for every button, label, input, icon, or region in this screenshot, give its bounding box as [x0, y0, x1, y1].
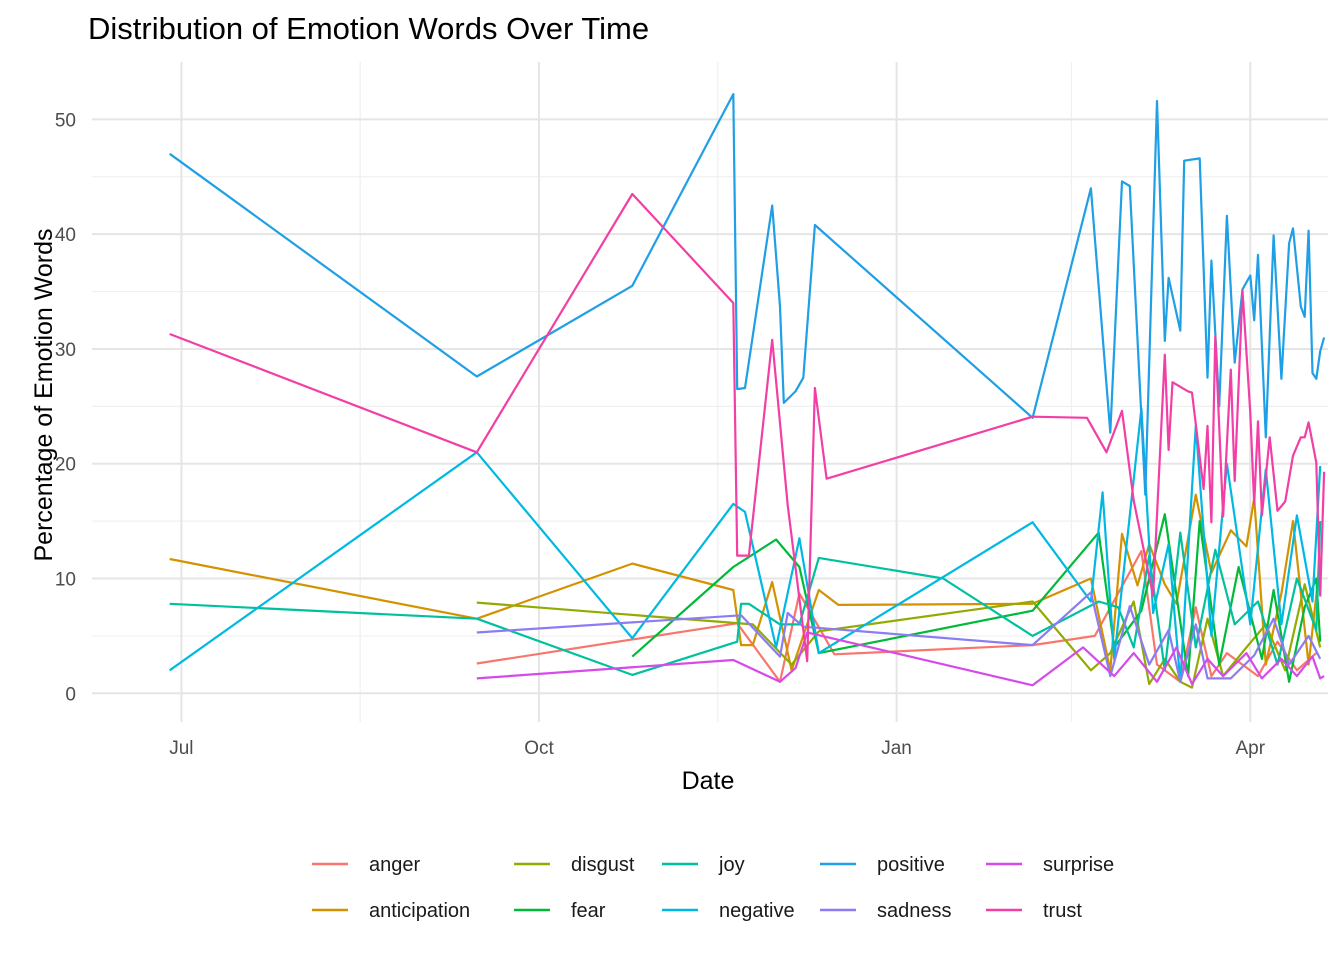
grid — [92, 62, 1328, 722]
legend-item-disgust: disgust — [514, 854, 635, 876]
legend-label-fear: fear — [571, 900, 606, 922]
series-line-fear — [631, 513, 1322, 683]
series-lines — [169, 92, 1326, 689]
x-tick-label: Apr — [1235, 738, 1265, 759]
y-tick-label: 30 — [55, 340, 76, 361]
x-axis-title: Date — [682, 767, 735, 795]
legend-item-anticipation: anticipation — [312, 900, 470, 922]
series-line-anger — [476, 549, 1318, 683]
x-axis-ticks: Jul Oct Jan Apr — [169, 738, 1265, 759]
chart-title: Distribution of Emotion Words Over Time — [88, 11, 649, 46]
legend-item-anger: anger — [312, 854, 420, 876]
series-line-trust — [169, 192, 1326, 663]
legend-item-fear: fear — [514, 900, 606, 922]
legend-label-disgust: disgust — [571, 854, 635, 876]
legend-item-surprise: surprise — [986, 854, 1114, 876]
legend-label-surprise: surprise — [1043, 854, 1114, 876]
legend-item-trust: trust — [986, 900, 1082, 922]
legend-item-negative: negative — [662, 900, 795, 922]
x-tick-label: Jul — [169, 738, 193, 759]
y-tick-label: 50 — [55, 110, 76, 131]
x-tick-label: Jan — [881, 738, 912, 759]
y-tick-label: 0 — [65, 684, 76, 705]
series-line-anticipation — [169, 493, 1322, 672]
series-line-positive — [169, 92, 1326, 496]
series-line-surprise — [476, 631, 1325, 687]
legend-label-anger: anger — [369, 854, 420, 876]
legend-label-trust: trust — [1043, 900, 1082, 922]
y-tick-label: 20 — [55, 455, 76, 476]
series-line-sadness — [476, 591, 1322, 683]
y-tick-label: 40 — [55, 225, 76, 246]
legend: anger disgust joy positive surprise anticipat… — [312, 854, 1114, 922]
legend-label-joy: joy — [718, 854, 745, 876]
series-line-joy — [169, 521, 1322, 677]
y-axis-ticks: 0 10 20 30 40 50 — [55, 110, 76, 705]
legend-label-negative: negative — [719, 900, 795, 922]
legend-item-positive: positive — [820, 854, 945, 876]
legend-item-sadness: sadness — [820, 900, 952, 922]
legend-label-sadness: sadness — [877, 900, 952, 922]
legend-label-positive: positive — [877, 854, 945, 876]
legend-label-anticipation: anticipation — [369, 900, 470, 922]
y-axis-title: Percentage of Emotion Words — [30, 228, 58, 561]
x-tick-label: Oct — [524, 738, 554, 759]
y-tick-label: 10 — [55, 570, 76, 591]
legend-item-joy: joy — [662, 854, 745, 876]
